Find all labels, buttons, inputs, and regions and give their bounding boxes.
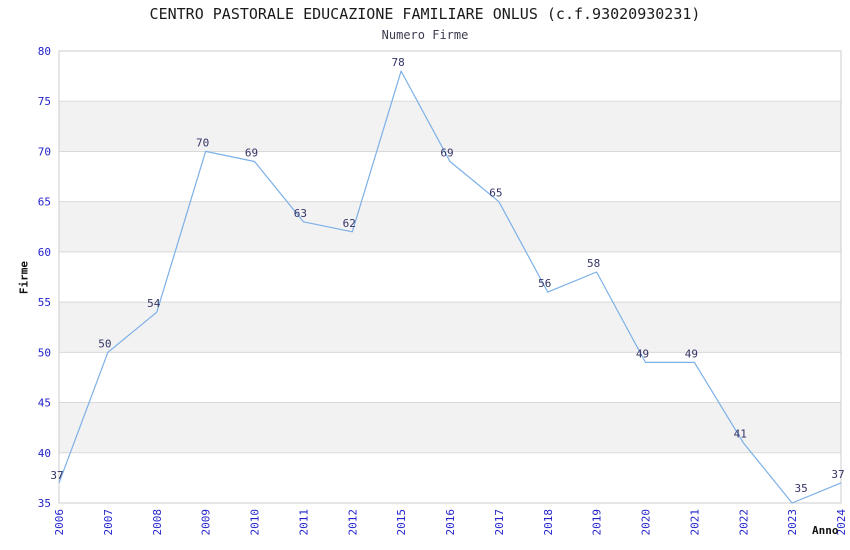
data-point-label: 62 — [343, 217, 356, 230]
y-tick-label: 60 — [38, 246, 51, 259]
y-tick-label: 35 — [38, 497, 51, 510]
data-point-label: 78 — [392, 56, 405, 69]
x-tick-label: 2008 — [151, 509, 164, 536]
x-tick-label: 2012 — [346, 509, 359, 536]
y-tick-label: 65 — [38, 196, 51, 209]
grid-band — [59, 402, 841, 453]
grid-band — [59, 302, 841, 353]
x-tick-label: 2015 — [395, 509, 408, 536]
data-point-label: 49 — [636, 347, 649, 360]
data-point-label: 54 — [147, 297, 161, 310]
y-tick-label: 55 — [38, 296, 51, 309]
data-point-label: 58 — [587, 257, 600, 270]
data-point-label: 70 — [196, 136, 209, 149]
chart-subtitle: Numero Firme — [381, 28, 469, 42]
data-point-label: 35 — [795, 482, 808, 495]
data-point-label: 49 — [685, 347, 698, 360]
x-tick-label: 2020 — [640, 509, 653, 536]
data-point-label: 69 — [440, 146, 453, 159]
data-point-label: 65 — [489, 187, 502, 200]
data-point-label: 63 — [294, 207, 307, 220]
x-tick-label: 2023 — [786, 509, 799, 536]
data-point-label: 69 — [245, 146, 258, 159]
series-line — [58, 70, 842, 504]
y-tick-label: 75 — [38, 95, 51, 108]
grid-band — [59, 101, 841, 152]
x-axis-label: Anno — [812, 524, 839, 537]
x-tick-label: 2017 — [493, 509, 506, 536]
x-tick-label: 2018 — [542, 509, 555, 536]
y-tick-label: 45 — [38, 397, 51, 410]
chart-title: CENTRO PASTORALE EDUCAZIONE FAMILIARE ON… — [149, 5, 701, 23]
data-point-label: 41 — [734, 428, 747, 441]
x-tick-label: 2007 — [102, 509, 115, 536]
data-point-label: 37 — [831, 468, 844, 481]
x-tick-label: 2024 — [835, 509, 848, 536]
data-point-label: 37 — [50, 469, 63, 482]
x-tick-label: 2010 — [249, 509, 262, 536]
x-tick-label: 2006 — [53, 509, 66, 536]
y-tick-label: 50 — [38, 346, 51, 359]
grid-band — [59, 201, 841, 252]
x-tick-label: 2021 — [688, 509, 701, 536]
y-tick-label: 70 — [38, 145, 51, 158]
data-point-label: 50 — [98, 337, 111, 350]
x-tick-label: 2022 — [737, 509, 750, 536]
plot-border — [58, 50, 842, 504]
data-point-label: 56 — [538, 277, 551, 290]
y-tick-label: 80 — [38, 45, 51, 58]
x-tick-label: 2009 — [200, 509, 213, 536]
y-tick-label: 40 — [38, 447, 51, 460]
x-tick-label: 2016 — [444, 509, 457, 536]
x-tick-label: 2019 — [591, 509, 604, 536]
x-tick-label: 2011 — [297, 509, 310, 536]
